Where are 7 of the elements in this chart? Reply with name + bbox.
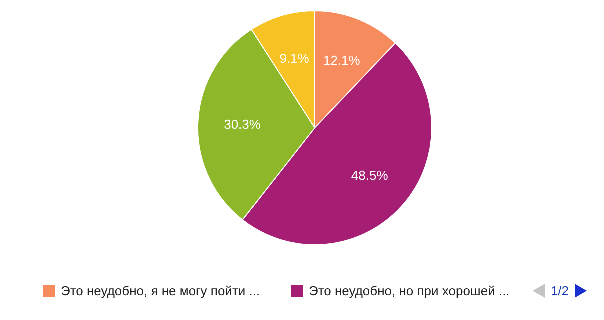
data-label: 30.3% <box>224 117 262 132</box>
data-label: 9.1% <box>280 50 310 66</box>
text: 1/2 <box>550 284 570 298</box>
legend-label: Это неудобно, я не могу пойти ... <box>61 284 260 298</box>
data-label: 12.1% <box>323 53 361 68</box>
data-label: 48.5% <box>351 168 389 183</box>
legend-label: Это неудобно, но при хорошей ... <box>309 284 510 298</box>
